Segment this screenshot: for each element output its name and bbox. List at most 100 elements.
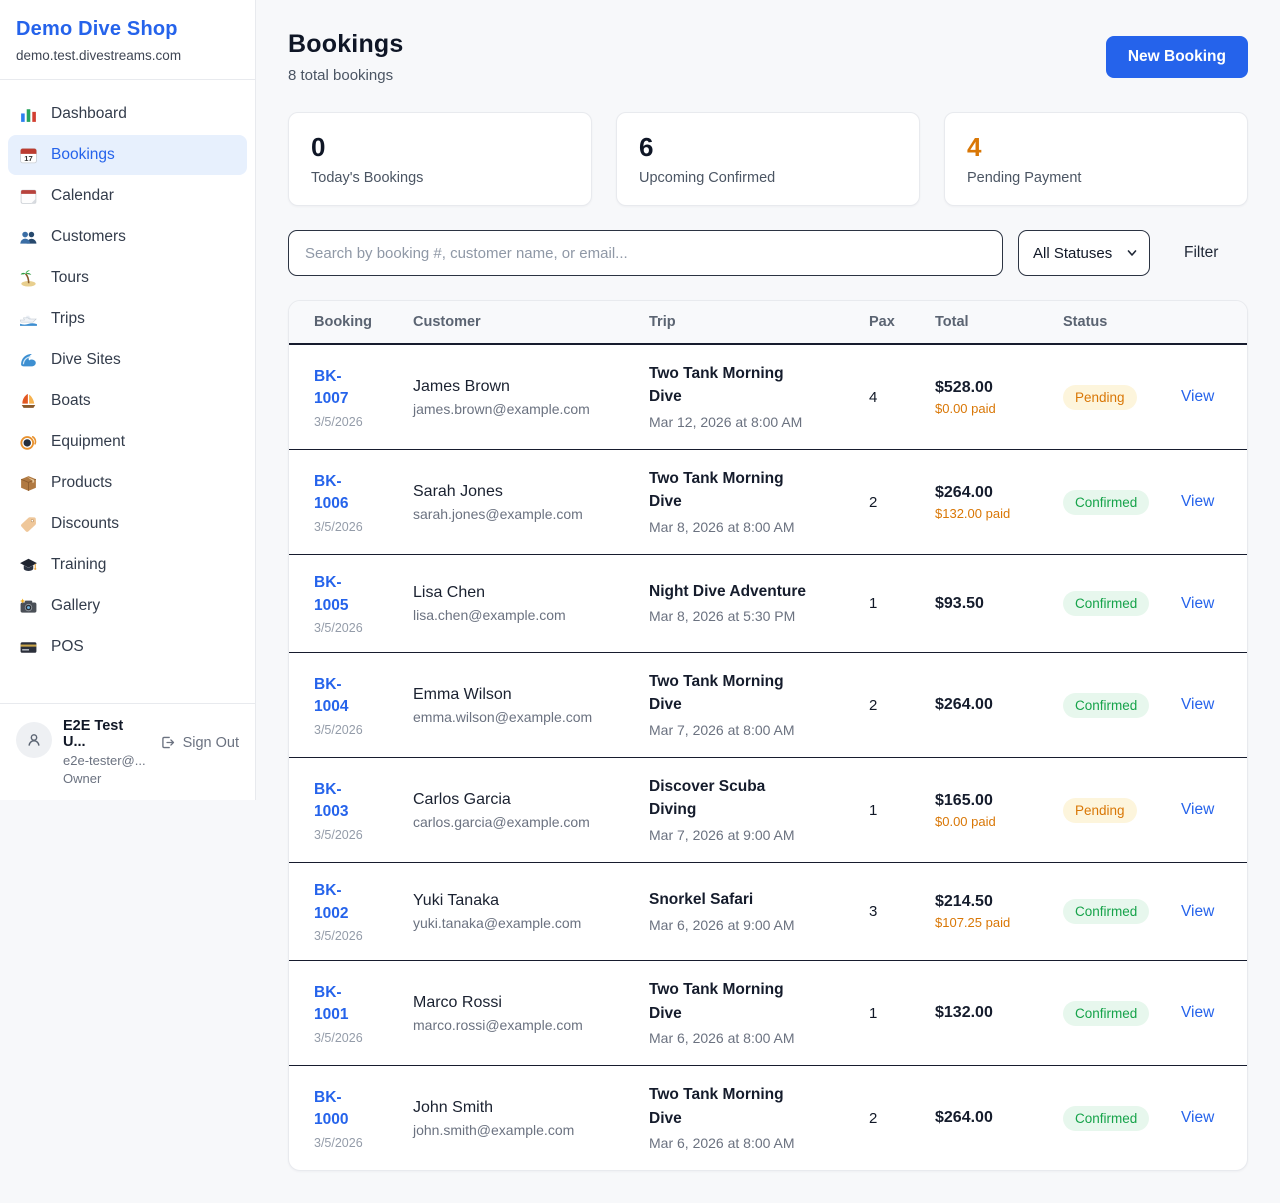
booking-id-link[interactable]: BK-1001 (314, 983, 349, 1024)
total-amount: $93.50 (935, 594, 984, 612)
tag-icon (18, 514, 38, 534)
sidebar-item-tours[interactable]: Tours (8, 258, 247, 298)
stat-value: 4 (967, 132, 982, 162)
status-badge: Pending (1063, 384, 1137, 410)
sidebar-item-equipment[interactable]: Equipment (8, 422, 247, 462)
page-title: Bookings (288, 30, 404, 58)
total-cell: $264.00 (923, 1066, 1051, 1171)
new-booking-button[interactable]: New Booking (1105, 36, 1248, 78)
booking-id-link[interactable]: BK-1007 (314, 367, 349, 408)
trip-cell: Two Tank Morning Dive Mar 12, 2026 at 8:… (637, 344, 857, 451)
view-link[interactable]: View (1181, 1109, 1215, 1127)
view-link[interactable]: View (1181, 1004, 1215, 1022)
stat-card-pending-payment: 4 Pending Payment (944, 112, 1248, 206)
status-select[interactable]: All Statuses (1018, 230, 1150, 276)
booking-cell: BK-1001 3/5/2026 (289, 960, 401, 1067)
sidebar-item-calendar[interactable]: Calendar (8, 176, 247, 216)
sidebar-item-discounts[interactable]: Discounts (8, 504, 247, 544)
sidebar-item-label: Discounts (51, 515, 120, 532)
sidebar-item-dive-sites[interactable]: Dive Sites (8, 340, 247, 380)
sidebar-item-gallery[interactable]: Gallery (8, 586, 247, 626)
status-cell: Confirmed (1051, 652, 1169, 759)
view-cell: View (1169, 344, 1247, 451)
booking-id-link[interactable]: BK-1000 (314, 1088, 349, 1129)
sailboat-icon (18, 391, 38, 411)
view-link[interactable]: View (1181, 696, 1215, 714)
bookings-table-card: Booking Customer Trip Pax Total Status B… (288, 300, 1248, 1172)
total-cell: $528.00 $0.00 paid (923, 344, 1051, 451)
paid-amount: $0.00 paid (935, 400, 996, 416)
sidebar-item-label: Dive Sites (51, 351, 121, 368)
view-link[interactable]: View (1181, 902, 1215, 920)
filter-button[interactable]: Filter (1184, 244, 1219, 261)
stat-card-todays-bookings: 0 Today's Bookings (288, 112, 592, 206)
total-amount: $528.00 (935, 378, 993, 396)
stat-label: Today's Bookings (311, 170, 424, 186)
trip-datetime: Mar 8, 2026 at 8:00 AM (649, 518, 795, 535)
trip-name: Two Tank Morning Dive (649, 981, 784, 1022)
view-link[interactable]: View (1181, 493, 1215, 511)
trip-cell: Two Tank Morning Dive Mar 7, 2026 at 8:0… (637, 652, 857, 759)
stat-label: Pending Payment (967, 170, 1082, 186)
column-header-pax: Pax (857, 301, 923, 345)
sign-out-button[interactable]: Sign Out (159, 734, 239, 751)
total-cell: $132.00 (923, 960, 1051, 1067)
view-cell: View (1169, 757, 1247, 864)
sidebar-item-customers[interactable]: Customers (8, 217, 247, 257)
island-icon (18, 268, 38, 288)
trip-name: Discover Scuba Diving (649, 778, 766, 819)
customer-name: James Brown (413, 377, 510, 395)
sidebar-item-products[interactable]: Products (8, 463, 247, 503)
status-badge: Confirmed (1063, 692, 1150, 718)
customer-email: emma.wilson@example.com (413, 708, 593, 725)
total-amount: $214.50 (935, 893, 993, 911)
view-link[interactable]: View (1181, 801, 1215, 819)
search-input[interactable] (288, 230, 1003, 276)
booking-id-link[interactable]: BK-1003 (314, 780, 349, 821)
booking-id-link[interactable]: BK-1005 (314, 574, 349, 614)
sidebar-item-pos[interactable]: POS (8, 627, 247, 667)
trip-name: Night Dive Adventure (649, 583, 807, 601)
booking-id-link[interactable]: BK-1002 (314, 882, 349, 922)
user-name: E2E Test U... (63, 718, 124, 750)
customer-cell: Carlos Garcia carlos.garcia@example.com (401, 757, 637, 864)
sidebar-item-label: Trips (51, 310, 85, 327)
stat-card-upcoming-confirmed: 6 Upcoming Confirmed (616, 112, 920, 206)
column-header-trip: Trip (637, 301, 857, 345)
filter-row: All Statuses Filter (288, 230, 1248, 276)
sidebar-item-training[interactable]: Training (8, 545, 247, 585)
booking-date: 3/5/2026 (314, 621, 363, 636)
trip-name: Two Tank Morning Dive (649, 365, 784, 406)
brand-domain: demo.test.divestreams.com (16, 48, 182, 63)
sidebar-item-dashboard[interactable]: Dashboard (8, 94, 247, 134)
booking-id-link[interactable]: BK-1004 (314, 675, 349, 716)
sidebar-item-bookings[interactable]: 17 Bookings (8, 135, 247, 175)
trip-datetime: Mar 6, 2026 at 8:00 AM (649, 1029, 795, 1046)
booking-id-link[interactable]: BK-1006 (314, 472, 349, 513)
sidebar-item-trips[interactable]: Trips (8, 299, 247, 339)
customer-email: james.brown@example.com (413, 400, 590, 417)
diving-mask-icon (18, 432, 38, 452)
status-badge: Confirmed (1063, 591, 1150, 617)
customer-name: Marco Rossi (413, 993, 502, 1011)
trip-cell: Night Dive Adventure Mar 8, 2026 at 5:30… (637, 554, 857, 654)
sidebar-item-label: Customers (51, 228, 126, 245)
sidebar-item-boats[interactable]: Boats (8, 381, 247, 421)
trip-datetime: Mar 6, 2026 at 9:00 AM (649, 916, 795, 933)
customer-email: carlos.garcia@example.com (413, 813, 590, 830)
view-cell: View (1169, 1066, 1247, 1171)
customer-email: john.smith@example.com (413, 1121, 575, 1138)
booking-date: 3/5/2026 (314, 519, 363, 534)
trip-datetime: Mar 7, 2026 at 9:00 AM (649, 826, 795, 843)
pax-cell: 4 (857, 344, 923, 451)
table-row: BK-1000 3/5/2026 John Smith john.smith@e… (289, 1066, 1247, 1171)
trip-cell: Two Tank Morning Dive Mar 6, 2026 at 8:0… (637, 1066, 857, 1171)
column-header-total: Total (923, 301, 1051, 345)
booking-date: 3/5/2026 (314, 827, 363, 842)
status-badge: Confirmed (1063, 1105, 1150, 1131)
view-link[interactable]: View (1181, 388, 1215, 406)
status-select-wrap: All Statuses (1018, 230, 1150, 276)
trip-cell: Discover Scuba Diving Mar 7, 2026 at 9:0… (637, 757, 857, 864)
wave-icon (18, 350, 38, 370)
view-link[interactable]: View (1181, 594, 1215, 612)
